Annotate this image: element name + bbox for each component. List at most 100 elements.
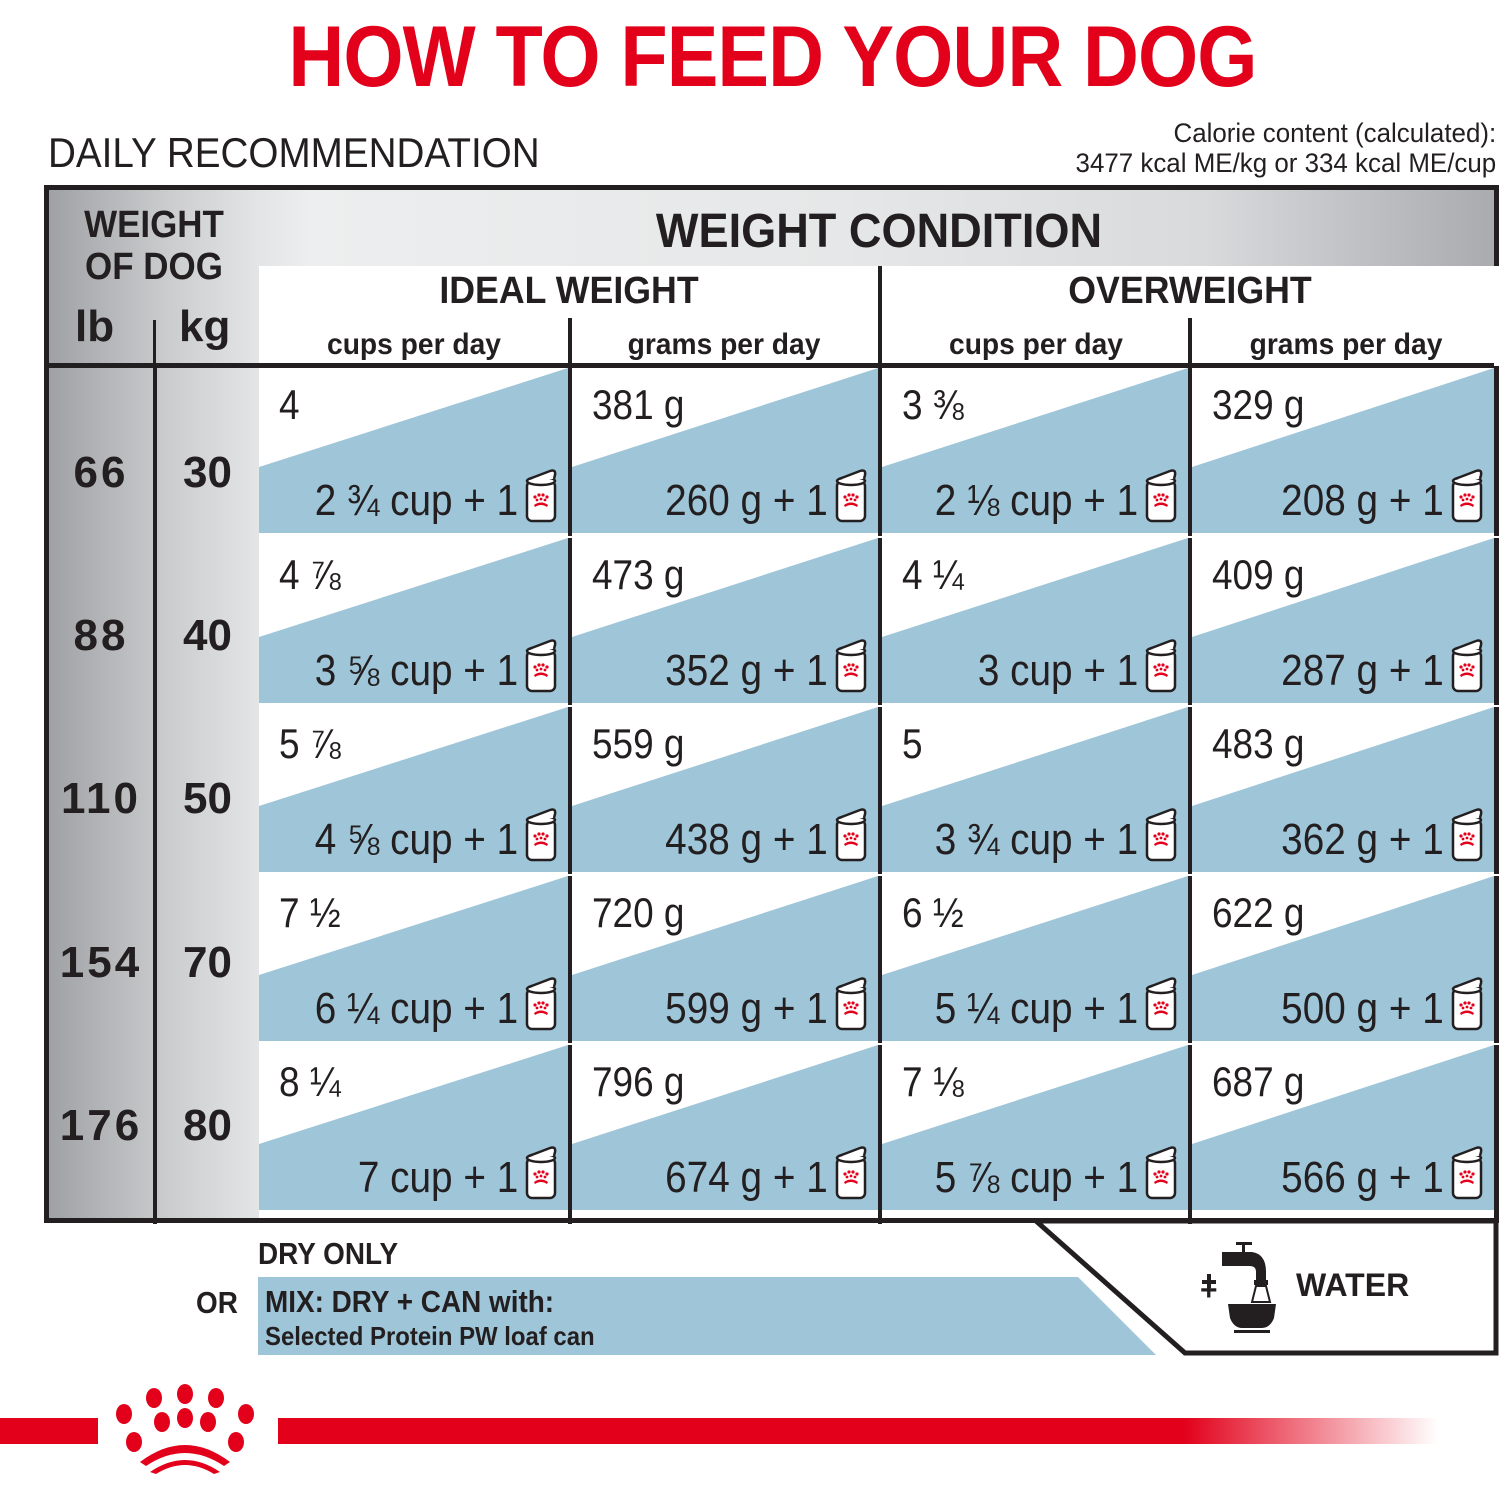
dry-only-amount: 4 <box>279 381 300 428</box>
page-title: HOW TO FEED YOUR DOG <box>288 9 1257 105</box>
feeding-cell: 483 g 362 g + 1 <box>1192 707 1494 872</box>
royal-canin-can-icon <box>1145 977 1177 1031</box>
brand-bar-left <box>0 1418 98 1444</box>
mix-amount-text: 4 ⅝ cup + 1 <box>314 815 518 864</box>
row-lb-value: 66 <box>73 448 129 497</box>
dry-only-amount: 720 g <box>592 889 685 936</box>
unit-kg: kg <box>179 302 231 351</box>
royal-canin-can-icon <box>525 469 557 523</box>
dry-only-amount: 796 g <box>592 1058 685 1105</box>
royal-canin-can-icon <box>1451 977 1483 1031</box>
mix-amount-text: 438 g + 1 <box>665 815 828 864</box>
royal-canin-can-icon <box>1145 639 1177 693</box>
mix-amount: 3 cup + 1 <box>956 639 1178 693</box>
row-kg-value: 40 <box>183 611 232 660</box>
royal-canin-can-icon <box>835 639 867 693</box>
calorie-content: Calorie content (calculated): 3477 kcal … <box>1075 118 1496 178</box>
mix-amount-text: 5 ¼ cup + 1 <box>934 984 1138 1033</box>
royal-canin-can-icon <box>1145 1146 1177 1200</box>
dry-only-amount: 473 g <box>592 551 685 598</box>
col-over-cups: cups per day <box>949 328 1123 361</box>
weight-header-line1: WEIGHT <box>84 204 224 246</box>
row-lb-value: 110 <box>61 774 141 823</box>
row-kg-value: 70 <box>183 938 232 987</box>
mix-amount: 5 ⅞ cup + 1 <box>907 1146 1178 1200</box>
dry-only-amount: 7 ½ <box>279 889 341 936</box>
feeding-cell: 796 g 674 g + 1 <box>572 1045 878 1210</box>
group-overweight: OVERWEIGHT cups per day grams per day <box>881 266 1499 366</box>
feeding-cell: 4 2 ¾ cup + 1 <box>259 368 568 533</box>
mix-amount-text: 3 ¾ cup + 1 <box>934 815 1138 864</box>
royal-canin-can-icon <box>835 808 867 862</box>
divider-lb-kg <box>153 366 157 1224</box>
divider-groups <box>878 266 882 1224</box>
mix-amount: 566 g + 1 <box>1259 1146 1484 1200</box>
divider-ideal-sub <box>568 318 572 1224</box>
feeding-cell: 720 g 599 g + 1 <box>572 876 878 1041</box>
legend-mix-band <box>258 1277 1156 1355</box>
row-separator <box>259 874 1499 876</box>
mix-amount: 352 g + 1 <box>643 639 868 693</box>
royal-canin-can-icon <box>1451 1146 1483 1200</box>
legend-mix-line1: MIX: DRY + CAN with: <box>265 1284 555 1319</box>
mix-amount: 674 g + 1 <box>643 1146 868 1200</box>
dry-only-amount: 8 ¼ <box>279 1058 341 1105</box>
feeding-cell: 5 ⅞ 4 ⅝ cup + 1 <box>259 707 568 872</box>
mix-amount-text: 362 g + 1 <box>1281 815 1444 864</box>
feeding-cell: 622 g 500 g + 1 <box>1192 876 1494 1041</box>
dry-only-amount: 3 ⅜ <box>902 381 964 428</box>
weight-condition-header: WEIGHT CONDITION <box>655 205 1103 258</box>
weight-header-line2: OF DOG <box>85 246 223 288</box>
header-divider <box>49 363 1494 368</box>
feeding-cell: 409 g 287 g + 1 <box>1192 538 1494 703</box>
mix-amount: 599 g + 1 <box>643 977 868 1031</box>
mix-amount: 7 cup + 1 <box>336 1146 558 1200</box>
dry-only-amount: 4 ⅞ <box>279 551 341 598</box>
mix-amount: 260 g + 1 <box>643 469 868 523</box>
mix-amount-text: 674 g + 1 <box>665 1153 828 1202</box>
legend-mix-line2: Selected Protein PW loaf can <box>265 1321 595 1351</box>
royal-canin-can-icon <box>525 977 557 1031</box>
feeding-cell: 473 g 352 g + 1 <box>572 538 878 703</box>
col-ideal-grams: grams per day <box>627 328 821 361</box>
royal-canin-can-icon <box>525 639 557 693</box>
royal-canin-can-icon <box>1451 639 1483 693</box>
mix-amount-text: 287 g + 1 <box>1281 646 1444 695</box>
dry-only-amount: 409 g <box>1212 551 1305 598</box>
brand-bar-right <box>278 1418 1438 1444</box>
mix-amount: 208 g + 1 <box>1259 469 1484 523</box>
mix-amount: 287 g + 1 <box>1259 639 1484 693</box>
feeding-cell: 7 ½ 6 ¼ cup + 1 <box>259 876 568 1041</box>
royal-canin-can-icon <box>835 1146 867 1200</box>
mix-amount: 362 g + 1 <box>1259 808 1484 862</box>
mix-amount-text: 3 cup + 1 <box>977 646 1138 695</box>
tap-and-bowl-icon <box>1202 1242 1276 1333</box>
feeding-cell: 329 g 208 g + 1 <box>1192 368 1494 533</box>
weight-of-dog-header: WEIGHT OF DOG <box>57 204 250 288</box>
feeding-cell: 687 g 566 g + 1 <box>1192 1045 1494 1210</box>
mix-amount-text: 7 cup + 1 <box>357 1153 518 1202</box>
mix-amount: 500 g + 1 <box>1259 977 1484 1031</box>
royal-canin-can-icon <box>1451 808 1483 862</box>
royal-canin-can-icon <box>1145 469 1177 523</box>
group-ideal-weight: IDEAL WEIGHT cups per day grams per day <box>259 266 879 366</box>
mix-amount: 5 ¼ cup + 1 <box>907 977 1178 1031</box>
dry-only-amount: 6 ½ <box>902 889 964 936</box>
legend-or: OR <box>196 1285 238 1320</box>
dry-only-amount: 622 g <box>1212 889 1305 936</box>
water-box <box>1030 1218 1499 1356</box>
calorie-line-1: Calorie content (calculated): <box>1173 118 1496 148</box>
mix-amount: 3 ¾ cup + 1 <box>907 808 1178 862</box>
dry-only-amount: 329 g <box>1212 381 1305 428</box>
feeding-cell: 7 ⅛ 5 ⅞ cup + 1 <box>882 1045 1188 1210</box>
feeding-cell: 8 ¼ 7 cup + 1 <box>259 1045 568 1210</box>
mix-amount: 3 ⅝ cup + 1 <box>287 639 558 693</box>
unit-separator <box>153 320 156 365</box>
water-label: WATER <box>1296 1267 1410 1303</box>
row-separator <box>259 536 1499 538</box>
row-separator <box>259 1043 1499 1045</box>
mix-amount-text: 3 ⅝ cup + 1 <box>314 646 518 695</box>
royal-canin-can-icon <box>835 469 867 523</box>
dry-only-amount: 381 g <box>592 381 685 428</box>
mix-amount-text: 5 ⅞ cup + 1 <box>934 1153 1138 1202</box>
